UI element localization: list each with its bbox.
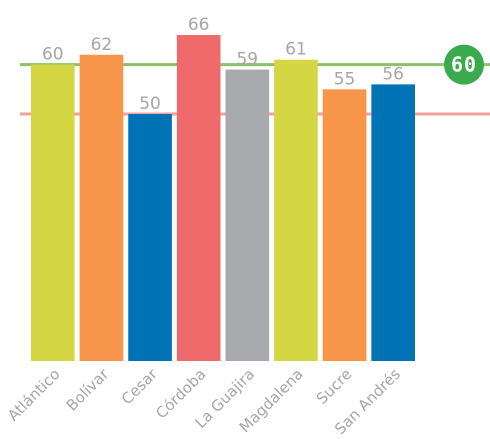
x-tick-label: Sucre (313, 365, 356, 408)
value-label: 66 (188, 15, 210, 35)
bar-La Guajira (225, 69, 270, 362)
bar-San Andrés (371, 84, 415, 362)
x-tick-label: Cesar (118, 365, 162, 409)
value-label: 55 (334, 69, 356, 89)
x-tick-label: Atlántico (4, 365, 64, 425)
value-label: 62 (91, 35, 113, 55)
bars (31, 35, 415, 362)
value-label: 56 (382, 64, 404, 84)
value-label: 60 (42, 45, 64, 65)
value-label: 61 (285, 40, 307, 60)
reference-badge-label: 60 (451, 53, 477, 77)
value-label: 59 (236, 50, 258, 70)
value-label: 50 (139, 94, 161, 114)
reference-badges: 60 (444, 44, 484, 85)
bar-Sucre (322, 89, 367, 361)
reference-badge (444, 44, 484, 85)
bar-Magdalena (274, 59, 318, 362)
x-tick-label: Bolívar (63, 365, 113, 415)
bar-Bolívar (79, 54, 124, 362)
bar-Cesar (128, 114, 172, 361)
bar-Córdoba (176, 35, 221, 361)
value-labels: 60 62 50 66 59 61 55 56 (42, 15, 404, 114)
bar-Atlántico (31, 64, 75, 362)
